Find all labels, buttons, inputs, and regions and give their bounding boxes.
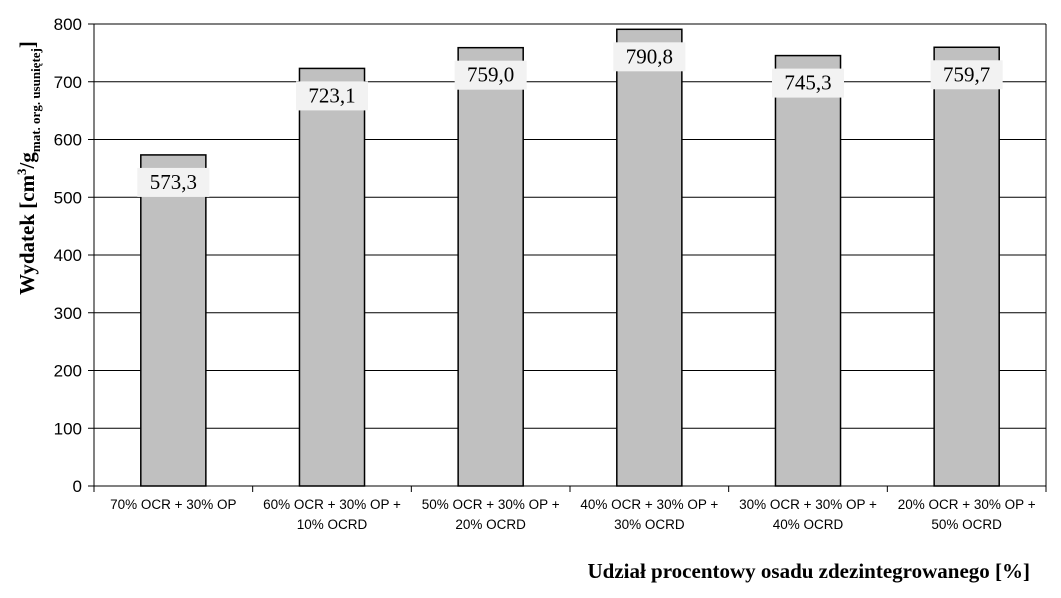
data-label: 573,3 [150, 170, 197, 194]
y-tick-label: 600 [54, 131, 82, 150]
y-tick-labels: 0 100 200 300 400 500 600 700 800 [54, 15, 82, 496]
x-tick-label: 20% OCR + 30% OP + [898, 497, 1036, 512]
data-label: 759,0 [467, 63, 514, 87]
y-tick-label: 100 [54, 419, 82, 438]
y-axis-title-mid: /g [15, 152, 39, 170]
data-labels: 573,3 723,1 759,0 790,8 745,3 759,7 [137, 42, 1003, 197]
x-tick-label: 40% OCRD [773, 517, 844, 532]
x-tick-label: 30% OCRD [614, 517, 685, 532]
bar [774, 54, 842, 487]
y-tick-label: 300 [54, 304, 82, 323]
data-label-box [454, 60, 527, 90]
x-tick-label: 30% OCR + 30% OP + [739, 497, 877, 512]
bar [933, 46, 1000, 487]
gridlines [94, 23, 1046, 429]
data-label-box [930, 60, 1003, 90]
x-tick-label: 70% OCR + 30% OP [110, 497, 236, 512]
data-label-box [137, 167, 210, 197]
data-label-box [772, 68, 844, 98]
y-tick-label: 800 [54, 15, 82, 34]
y-axis-title-sup: 3 [14, 168, 29, 175]
x-tick-label: 50% OCR + 30% OP + [422, 497, 560, 512]
y-tick-label: 500 [54, 188, 82, 207]
x-tick-label: 50% OCRD [931, 517, 1002, 532]
data-label: 745,3 [784, 71, 831, 95]
y-axis-title-main: Wydatek [cm [15, 174, 39, 294]
x-tick-label: 60% OCR + 30% OP + [263, 497, 401, 512]
bar [616, 28, 683, 487]
data-label: 723,1 [308, 83, 355, 107]
y-tick-label: 0 [73, 477, 82, 496]
x-tick-labels: 70% OCR + 30% OP 60% OCR + 30% OP + 10% OC… [110, 497, 1036, 532]
bar [457, 46, 524, 487]
x-tick-label: 10% OCRD [297, 517, 368, 532]
y-axis-title: Wydatek [cm3/gmat. org. usuniętej] [14, 41, 43, 295]
data-label: 790,8 [626, 44, 673, 68]
data-label-box [296, 81, 368, 111]
x-tick-label: 20% OCRD [455, 517, 526, 532]
axes [88, 23, 1047, 492]
y-tick-label: 700 [54, 73, 82, 92]
bar [140, 154, 207, 487]
bars-group [140, 28, 1000, 487]
x-tick-label: 40% OCR + 30% OP + [580, 497, 718, 512]
y-tick-label: 400 [54, 246, 82, 265]
x-axis-title: Udział procentowy osadu zdezintegrowaneg… [587, 559, 1030, 583]
y-axis-title-end: ] [15, 41, 39, 48]
y-tick-label: 200 [54, 362, 82, 381]
bar [298, 67, 366, 487]
data-label-box [613, 42, 686, 72]
y-axis-title-sub: mat. org. usuniętej [28, 48, 43, 152]
data-label: 759,7 [943, 62, 990, 86]
